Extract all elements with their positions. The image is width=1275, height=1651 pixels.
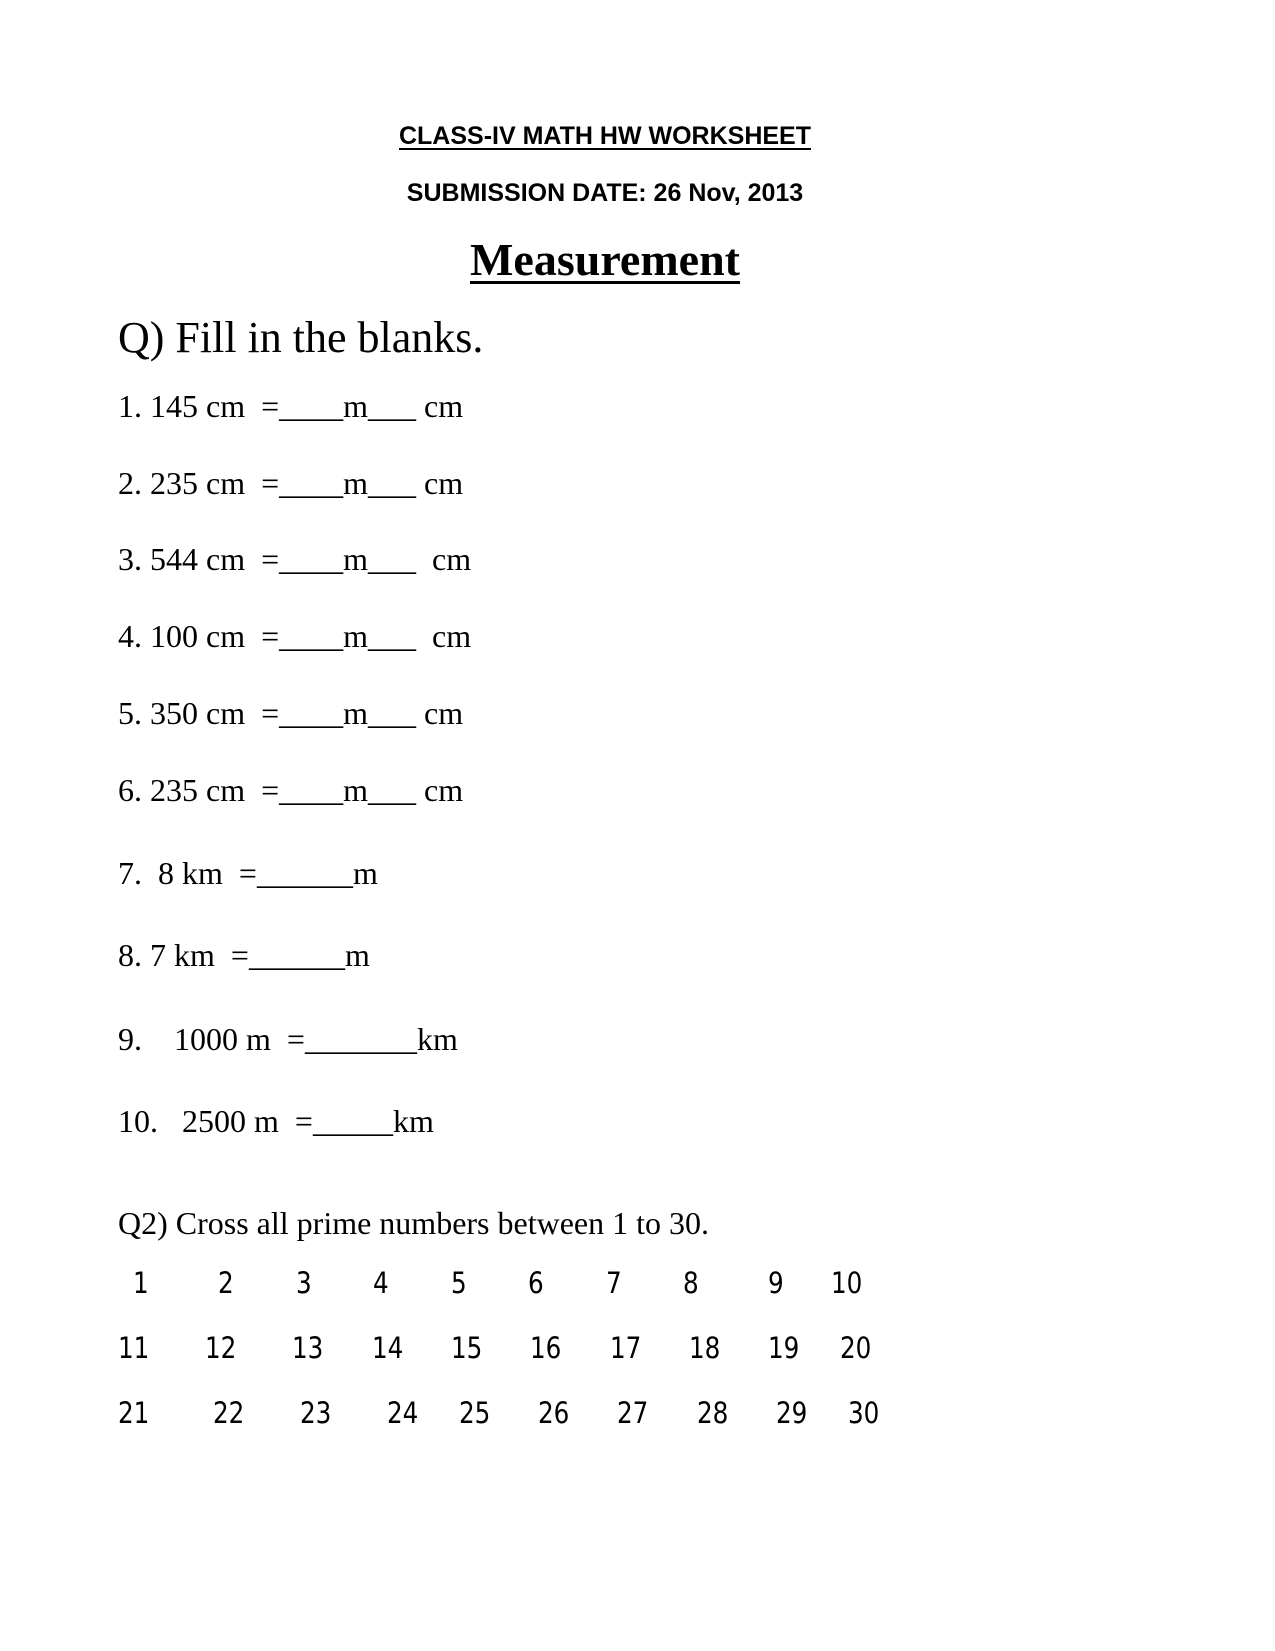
number-cell: 9 [768,1266,784,1300]
fill-in-blank-item: 6. 235 cm =____m___ cm [118,772,464,808]
number-cell: 24 [387,1396,419,1430]
fill-in-blank-item: 7. 8 km =______m [118,855,378,891]
number-cell: 8 [683,1266,699,1300]
fill-in-blank-item: 8. 7 km =______m [118,937,370,973]
number-cell: 6 [528,1266,544,1300]
number-cell: 14 [372,1331,404,1365]
fill-in-blank-item: 1. 145 cm =____m___ cm [118,388,464,424]
number-cell: 13 [292,1331,324,1365]
number-cell: 16 [530,1331,562,1365]
fill-in-blank-item: 5. 350 cm =____m___ cm [118,695,464,731]
topic-heading-text: Measurement [470,234,740,285]
number-cell: 17 [610,1331,642,1365]
number-cell: 30 [848,1396,880,1430]
question-1-prompt: Q) Fill in the blanks. [118,313,484,362]
question-2-prompt: Q2) Cross all prime numbers between 1 to… [118,1205,709,1241]
number-cell: 15 [451,1331,483,1365]
number-cell: 21 [118,1396,150,1430]
number-cell: 18 [689,1331,721,1365]
number-cell: 12 [205,1331,237,1365]
number-cell: 7 [606,1266,622,1300]
number-cell: 27 [617,1396,649,1430]
number-cell: 5 [451,1266,467,1300]
worksheet-title: CLASS-IV MATH HW WORKSHEET [0,122,1210,151]
number-cell: 25 [459,1396,491,1430]
number-cell: 10 [831,1266,863,1300]
number-cell: 1 [133,1266,149,1300]
number-cell: 19 [768,1331,800,1365]
number-cell: 23 [300,1396,332,1430]
number-cell: 29 [776,1396,808,1430]
submission-date: SUBMISSION DATE: 26 Nov, 2013 [406,179,804,207]
fill-in-blank-item: 4. 100 cm =____m___ cm [118,618,472,654]
fill-in-blank-item: 3. 544 cm =____m___ cm [118,541,472,577]
number-cell: 4 [373,1266,389,1300]
fill-in-blank-item: 2. 235 cm =____m___ cm [118,465,464,501]
number-cell: 26 [538,1396,570,1430]
number-cell: 22 [213,1396,245,1430]
number-cell: 20 [840,1331,872,1365]
fill-in-blank-item: 10. 2500 m =_____km [118,1103,434,1139]
topic-heading: Measurement [0,233,1210,286]
number-cell: 3 [296,1266,312,1300]
number-cell: 2 [218,1266,234,1300]
worksheet-title-text: CLASS-IV MATH HW WORKSHEET [398,122,811,150]
number-cell: 28 [697,1396,729,1430]
number-cell: 11 [118,1331,150,1365]
fill-in-blank-item: 9. 1000 m =_______km [118,1021,458,1057]
